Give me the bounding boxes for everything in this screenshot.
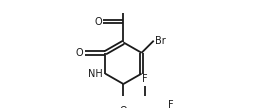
Text: O: O — [94, 17, 102, 27]
Text: O: O — [120, 106, 127, 108]
Text: Br: Br — [155, 36, 166, 46]
Text: O: O — [76, 48, 83, 58]
Text: NH: NH — [88, 69, 103, 79]
Text: F: F — [142, 74, 148, 84]
Text: F: F — [168, 100, 173, 108]
